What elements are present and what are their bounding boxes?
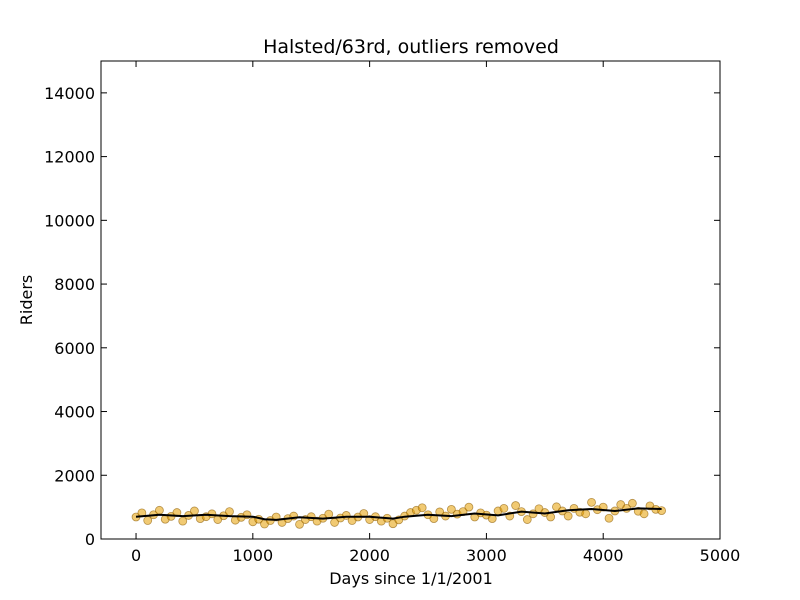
x-tick-label: 4000 — [583, 546, 624, 565]
x-tick-label: 2000 — [349, 546, 390, 565]
y-axis-ticks: 0 2000 4000 6000 8000 10000 12000 14000 — [44, 84, 720, 549]
y-tick-label: 0 — [85, 530, 95, 549]
plot-frame — [100, 60, 721, 540]
chart-title: Halsted/63rd, outliers removed — [263, 36, 559, 58]
plot-area — [131, 497, 667, 529]
data-point — [657, 506, 667, 516]
x-tick-label: 5000 — [700, 546, 741, 565]
data-point — [178, 516, 188, 526]
trend-line — [135, 507, 662, 521]
y-tick-label: 8000 — [54, 275, 95, 294]
data-point — [581, 509, 591, 519]
y-tick-label: 12000 — [44, 148, 95, 167]
data-point — [546, 512, 556, 522]
data-point — [604, 513, 614, 523]
x-tick-label: 1000 — [232, 546, 273, 565]
data-point — [225, 507, 234, 516]
data-point — [154, 505, 164, 515]
x-tick-label: 3000 — [466, 546, 507, 565]
data-point — [446, 504, 456, 514]
data-point — [464, 502, 474, 512]
data-point — [587, 497, 596, 507]
data-point — [511, 501, 521, 510]
y-tick-label: 2000 — [54, 466, 95, 485]
x-axis-label: Days since 1/1/2001 — [329, 569, 493, 588]
y-tick-label: 14000 — [44, 84, 95, 103]
data-point — [417, 503, 427, 513]
y-tick-label: 6000 — [54, 339, 95, 358]
data-point — [522, 515, 532, 524]
y-axis-label: Riders — [17, 275, 36, 325]
x-tick-label: 0 — [131, 546, 141, 565]
x-axis-ticks: 0 1000 2000 3000 4000 5000 — [131, 61, 740, 565]
data-point — [563, 511, 573, 521]
data-point — [499, 504, 509, 513]
y-tick-label: 10000 — [44, 211, 95, 230]
data-point — [295, 519, 304, 529]
data-point — [628, 498, 637, 508]
data-point — [190, 506, 199, 516]
data-points — [131, 497, 667, 529]
y-tick-label: 4000 — [54, 403, 95, 422]
data-point — [639, 509, 649, 519]
